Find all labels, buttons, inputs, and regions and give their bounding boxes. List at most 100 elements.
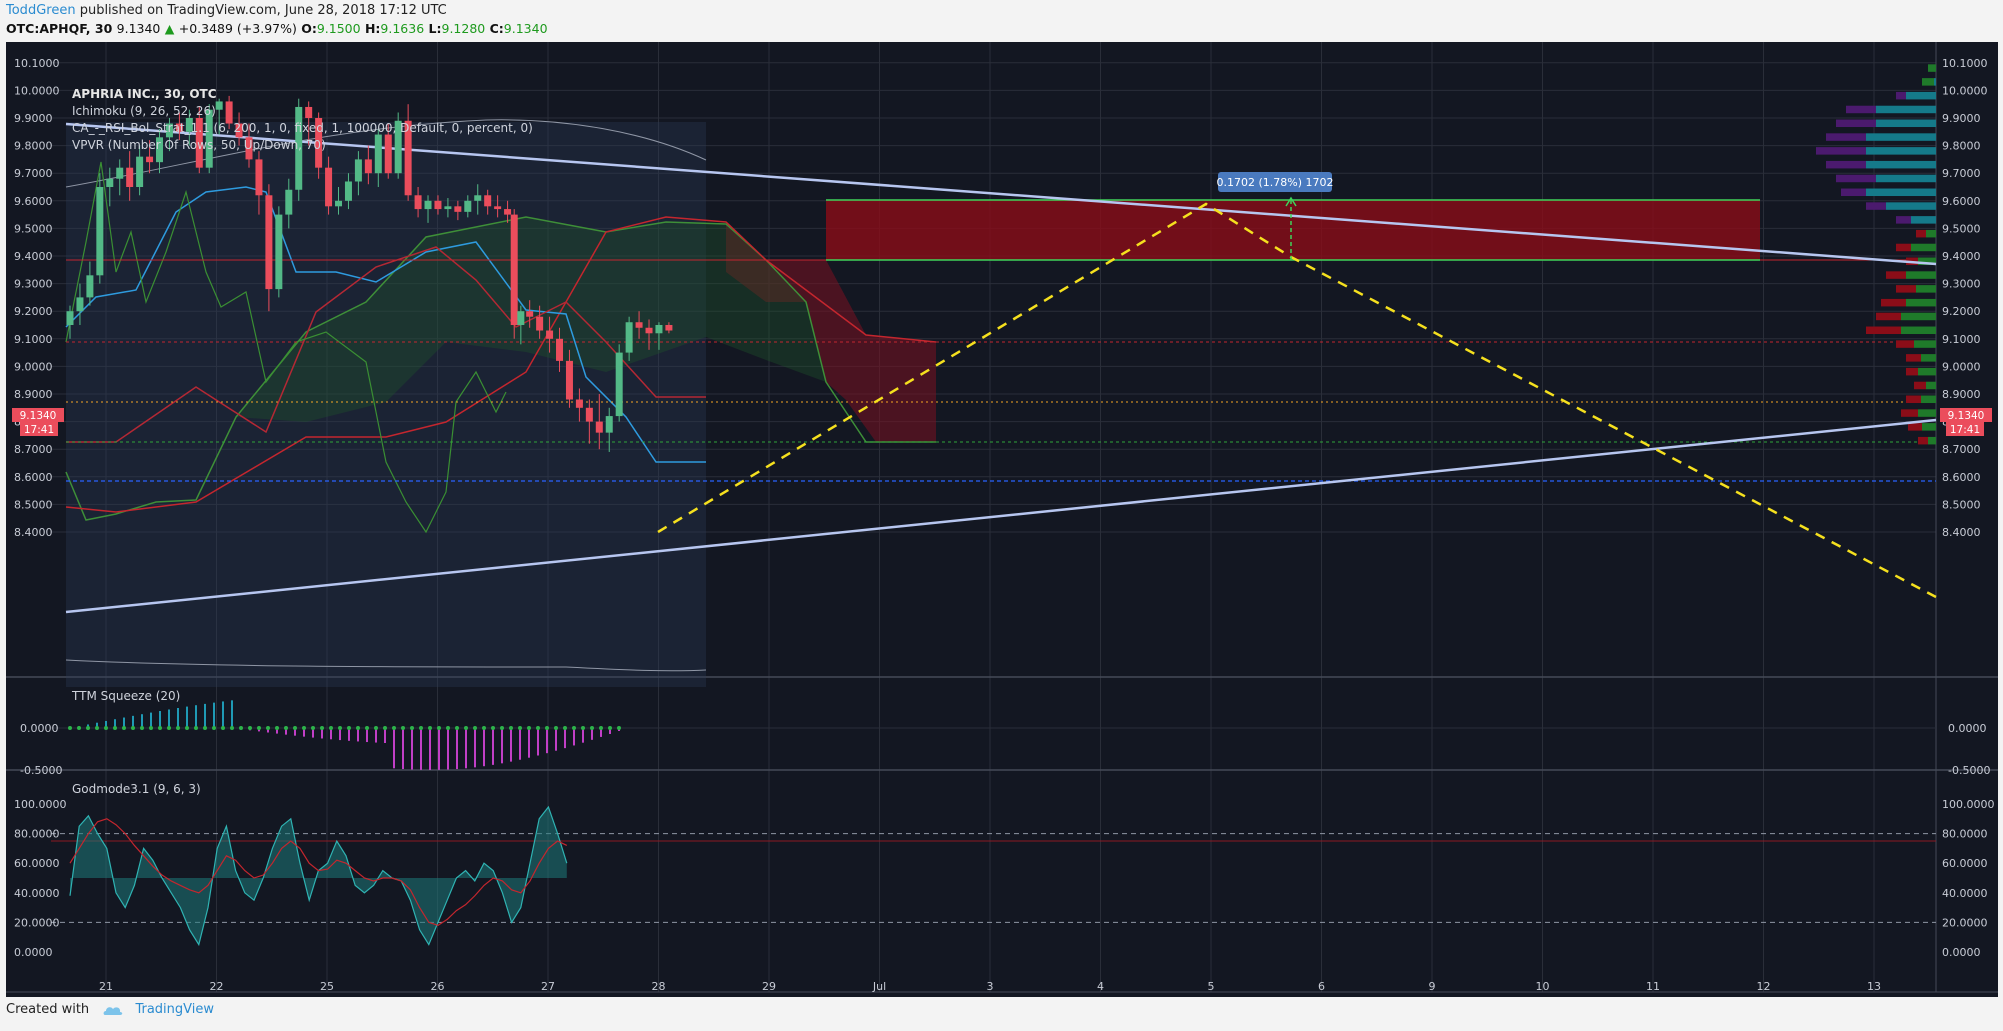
- candle-body[interactable]: [86, 275, 94, 298]
- candle-body[interactable]: [605, 416, 613, 433]
- vp-bar-up: [1906, 271, 1936, 279]
- vp-bar-down: [1896, 216, 1911, 224]
- candle-body[interactable]: [66, 311, 74, 325]
- candle-body[interactable]: [195, 118, 203, 168]
- chikou-span: [65, 161, 507, 534]
- candle-body[interactable]: [510, 214, 518, 325]
- indicator-rsi-bol[interactable]: CA_-_RSI_Bol_Strat_1.1 (6, 200, 1, 0, fi…: [72, 121, 533, 135]
- candle-body[interactable]: [526, 311, 534, 317]
- price-axis[interactable]: 8.4000 8.4000 8.5000 8.5000 8.6000 8.6000 8.70…: [14, 57, 1995, 959]
- candle-body[interactable]: [546, 330, 554, 339]
- candle-body[interactable]: [325, 167, 333, 207]
- close-label: C:: [489, 21, 504, 36]
- candle-body[interactable]: [454, 206, 462, 212]
- candle-body[interactable]: [344, 181, 352, 201]
- candle-body[interactable]: [126, 167, 134, 187]
- candle-body[interactable]: [305, 106, 313, 118]
- candle-body[interactable]: [76, 297, 84, 312]
- candle-body[interactable]: [565, 360, 573, 400]
- candle-body[interactable]: [424, 200, 432, 210]
- candle-body[interactable]: [185, 118, 193, 132]
- squeeze-dot: [365, 726, 369, 730]
- candle-body[interactable]: [116, 167, 124, 179]
- candle-body[interactable]: [575, 399, 583, 408]
- candle-body[interactable]: [295, 106, 303, 190]
- vp-bar-down: [1876, 312, 1901, 321]
- candle-body[interactable]: [245, 137, 253, 160]
- candle-body[interactable]: [414, 195, 422, 210]
- chart-canvas[interactable]: 0.1702 (1.78%) 1702 8.4000 8.4000 8.5000 8.…: [6, 42, 1998, 997]
- pane3-tick-right: 0.0000: [1942, 946, 1981, 959]
- x-tick: 6: [1318, 980, 1325, 993]
- lower-trendline[interactable]: [65, 418, 1937, 614]
- volume-profile: [1816, 64, 1936, 445]
- candle-body[interactable]: [335, 200, 343, 207]
- candle-body[interactable]: [665, 325, 673, 331]
- candle-body[interactable]: [484, 195, 492, 207]
- candle-body[interactable]: [354, 159, 362, 182]
- low-label: L:: [428, 21, 442, 36]
- projection-path[interactable]: [657, 202, 1937, 599]
- candle-body[interactable]: [444, 206, 452, 210]
- candle-body[interactable]: [215, 101, 223, 110]
- vp-bar-up: [1911, 216, 1936, 224]
- candle-body[interactable]: [655, 325, 663, 334]
- candle-body[interactable]: [315, 118, 323, 168]
- candle-body[interactable]: [235, 123, 243, 138]
- candle-body[interactable]: [156, 137, 164, 163]
- target-zone[interactable]: [826, 200, 1760, 260]
- author-link[interactable]: ToddGreen: [6, 3, 76, 18]
- candle-body[interactable]: [96, 187, 104, 276]
- candle-body[interactable]: [556, 338, 564, 361]
- candle-body[interactable]: [585, 407, 593, 422]
- candle-body[interactable]: [384, 134, 392, 174]
- candle-body[interactable]: [504, 209, 512, 215]
- squeeze-dot: [230, 726, 234, 730]
- time-axis[interactable]: 21 22 25 26 27 28 29 Jul 3 4 5 6 9 10 11 12 13: [99, 980, 1881, 993]
- y-tick-left: 9.9000: [14, 112, 53, 125]
- indicator-vpvr[interactable]: VPVR (Number Of Rows, 50, Up/Down, 70): [72, 138, 326, 152]
- tradingview-link[interactable]: TradingView: [135, 1002, 214, 1017]
- x-tick: 26: [431, 980, 445, 993]
- godmode-title[interactable]: Godmode3.1 (9, 6, 3): [72, 782, 201, 796]
- candle-body[interactable]: [205, 109, 213, 168]
- candle-body[interactable]: [255, 159, 263, 196]
- candle-body[interactable]: [404, 120, 412, 196]
- candle-body[interactable]: [615, 352, 623, 417]
- candle-body[interactable]: [595, 421, 603, 433]
- squeeze-dot: [239, 726, 243, 730]
- candle-body[interactable]: [517, 311, 525, 325]
- candle-body[interactable]: [635, 322, 643, 328]
- candle-body[interactable]: [394, 120, 402, 174]
- candle-body[interactable]: [285, 189, 293, 215]
- candle-body[interactable]: [374, 134, 382, 174]
- candle-body[interactable]: [146, 156, 154, 163]
- candle-body[interactable]: [265, 195, 273, 290]
- candle-body[interactable]: [494, 206, 502, 210]
- vp-bar-up: [1921, 395, 1936, 404]
- pane3-tick-left: 80.0000: [14, 828, 60, 841]
- candle-body[interactable]: [434, 200, 442, 210]
- candle-body[interactable]: [364, 159, 372, 174]
- y-tick-left: 9.6000: [14, 195, 53, 208]
- ttm-squeeze-title[interactable]: TTM Squeeze (20): [71, 689, 180, 703]
- timer-badge-right-value: 17:41: [1950, 424, 1980, 436]
- candle-body[interactable]: [536, 316, 544, 331]
- measure-arrow-head: [1285, 196, 1297, 207]
- squeeze-dot: [437, 726, 441, 730]
- indicator-ichimoku[interactable]: Ichimoku (9, 26, 52, 26): [72, 104, 216, 118]
- candle-body[interactable]: [645, 327, 653, 334]
- candle-body[interactable]: [625, 322, 633, 353]
- candle-body[interactable]: [474, 195, 482, 201]
- candle-body[interactable]: [165, 123, 173, 138]
- candle-body[interactable]: [106, 178, 114, 187]
- candle-body[interactable]: [136, 156, 144, 187]
- squeeze-dot: [302, 726, 306, 730]
- vp-bar-up: [1934, 78, 1936, 86]
- x-tick: 21: [99, 980, 113, 993]
- candle-body[interactable]: [275, 214, 283, 290]
- candle-body[interactable]: [175, 123, 183, 132]
- candle-body[interactable]: [464, 200, 472, 212]
- candle-body[interactable]: [225, 101, 233, 124]
